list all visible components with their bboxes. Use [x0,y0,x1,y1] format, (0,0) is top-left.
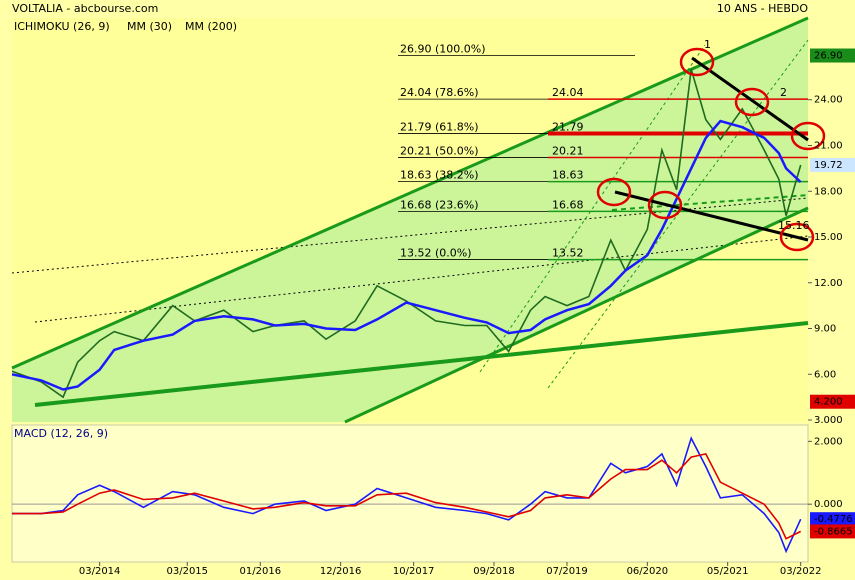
value-tag-label: 4.200 [814,397,843,408]
y-tick-label: 2.000 [814,436,843,447]
fib-label: 20.21 (50.0%) [400,145,479,158]
y-tick-label: 21.00 [814,140,843,151]
channel-line [344,206,809,424]
circle [647,190,683,220]
fib-label: 26.90 (100.0%) [400,43,486,56]
y-tick-label: 24.00 [814,95,843,106]
value-tag [810,512,855,527]
trend-dotted [11,197,809,274]
legend-item: ICHIMOKU (26, 9) [14,20,110,33]
annotation: 15.16 [778,219,810,232]
value-tag [810,524,855,539]
trend-dashed [611,194,809,211]
x-tick-label: 12/2016 [320,566,362,577]
y-tick-label: 18.00 [814,186,843,197]
fib-label: 18.63 (38.2%) [400,169,479,182]
fib-value-label: 20.21 [552,145,584,158]
channel-fill [12,18,808,422]
series-line [12,436,802,554]
x-tick-label: 01/2016 [240,566,282,577]
legend-item: MM (30) [127,20,172,33]
circle [596,177,632,207]
fib-label: 24.04 (78.6%) [400,86,479,99]
channel-line [11,16,809,370]
y-tick-label: 12.00 [814,278,843,289]
x-tick-label: 06/2020 [627,566,669,577]
x-tick-label: 03/2014 [79,566,121,577]
x-tick-label: 10/2017 [393,566,435,577]
annotation: 1 [704,38,711,51]
resistance-line [691,56,809,142]
fib-value-label: 16.68 [552,198,584,211]
macd-title: MACD (12, 26, 9) [14,427,108,440]
macd-layer [12,436,808,554]
circle [734,87,770,117]
fib-label: 21.79 (61.8%) [400,120,479,133]
resistance-line [614,190,809,242]
circle [679,47,715,77]
y-tick-label: 9.00 [814,324,836,335]
y-tick-label: 0.000 [814,499,843,510]
x-tick-label: 03/2022 [780,566,822,577]
fib-value-label: 18.63 [552,169,584,182]
y-tick-label: 6.00 [814,369,836,380]
value-tag-label: -0.4776 [814,514,853,525]
chart-subtitle: 10 ANS - HEBDO [717,2,808,15]
plot-layer: 26.90 (100.0%) 24.04 (78.6%) 24.04 21.79 (6… [11,43,808,399]
chart-title: VOLTALIA - abcbourse.com [12,2,158,15]
value-tag-label: -0.8665 [814,526,853,537]
support-line [34,321,809,407]
fib-label: 13.52 (0.0%) [400,247,472,260]
fib-label: 16.68 (23.6%) [400,198,479,211]
y-tick-label: 15.00 [814,232,843,243]
circle [790,121,826,151]
value-tag [810,158,855,173]
circle [779,222,815,252]
legend-item: MM (200) [185,20,237,33]
circles [596,47,826,252]
value-tag [810,48,855,63]
value-tag-label: 19.72 [814,160,843,171]
series-line [11,68,802,399]
series-line [12,452,802,540]
value-tag [810,394,855,409]
series-line [11,119,802,391]
value-tag-label: 26.90 [814,51,843,62]
x-tick-label: 07/2019 [546,566,588,577]
fib-value-label: 21.79 [552,120,584,133]
fib-value-label: 13.52 [552,247,584,260]
x-tick-label: 03/2015 [166,566,208,577]
x-tick-label: 05/2021 [707,566,749,577]
fib-value-label: 24.04 [552,86,584,99]
y-tick-label: 3.000 [814,415,843,426]
macd-panel [11,424,809,563]
x-tick-label: 09/2018 [473,566,515,577]
annotation: 2 [780,86,787,99]
